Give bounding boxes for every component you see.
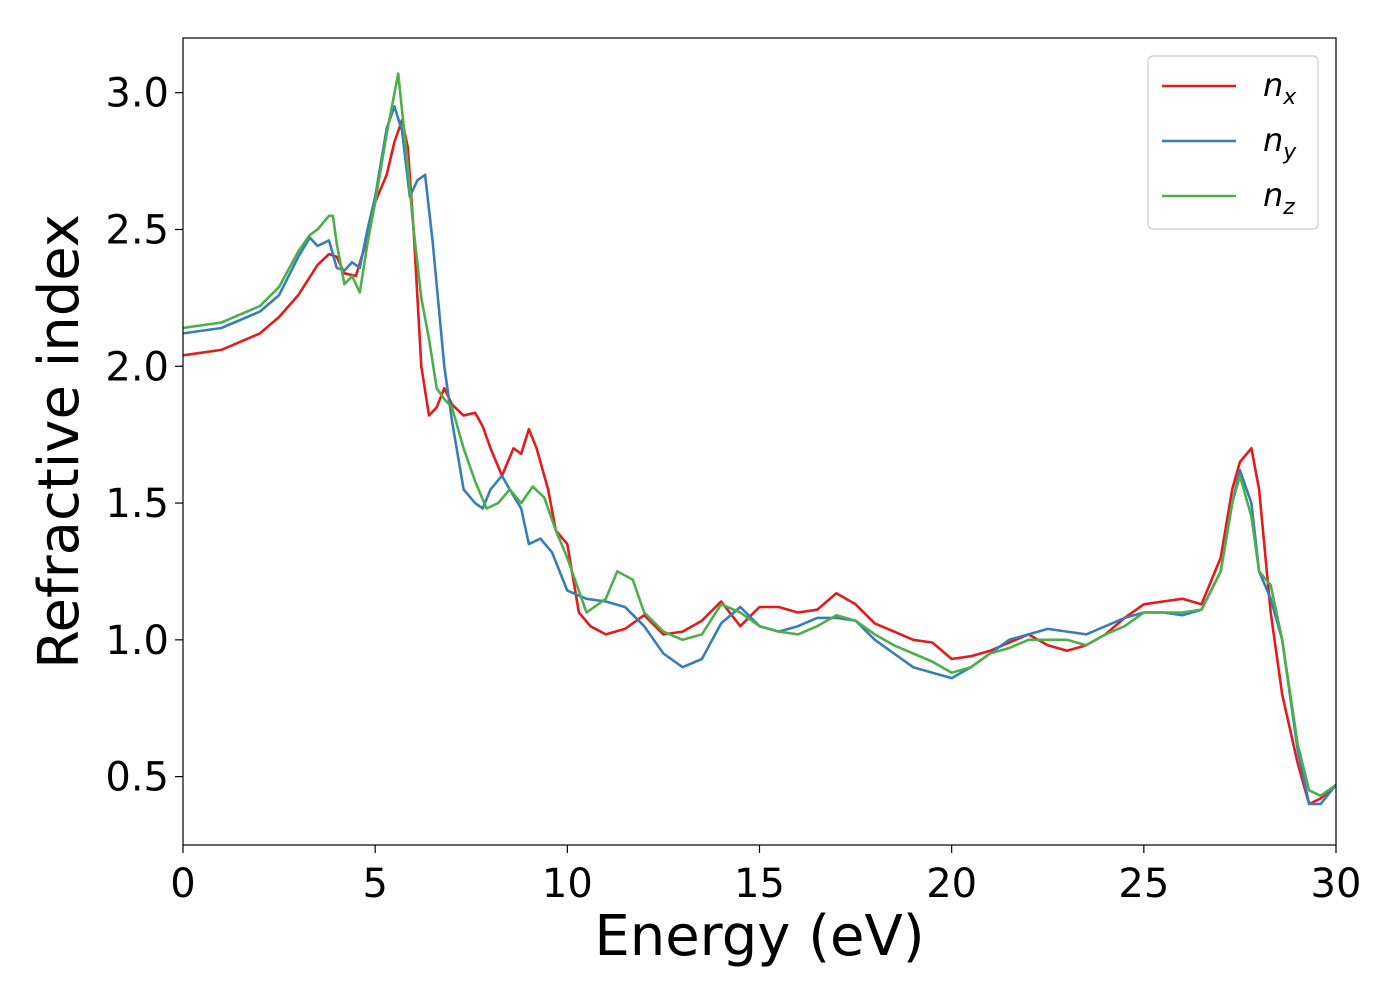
x-tick-label: 25 bbox=[1118, 861, 1169, 907]
y-axis: 0.5 1.0 1.5 2.0 2.5 3.0 bbox=[105, 71, 183, 801]
legend: nx ny nz bbox=[1147, 55, 1319, 230]
y-tick-label: 2.5 bbox=[105, 207, 169, 253]
y-tick-label: 1.0 bbox=[105, 618, 169, 664]
y-axis-label: Refractive index bbox=[27, 214, 92, 669]
y-tick-label: 1.5 bbox=[105, 481, 169, 527]
legend-label-nx: nx bbox=[1263, 66, 1297, 110]
x-axis-label: Energy (eV) bbox=[594, 904, 924, 969]
x-tick-label: 30 bbox=[1311, 861, 1362, 907]
plot-area bbox=[183, 72, 1336, 806]
x-axis: 0 5 10 15 20 25 30 bbox=[170, 845, 1361, 907]
series-line-nx bbox=[183, 118, 1336, 806]
x-tick-label: 10 bbox=[542, 861, 593, 907]
legend-label-nz: nz bbox=[1263, 176, 1295, 220]
y-tick-label: 2.0 bbox=[105, 344, 169, 390]
x-tick-label: 0 bbox=[170, 861, 195, 907]
x-tick-label: 5 bbox=[362, 861, 387, 907]
x-tick-label: 15 bbox=[734, 861, 785, 907]
legend-label-ny: ny bbox=[1263, 121, 1297, 165]
x-tick-label: 20 bbox=[926, 861, 977, 907]
series-line-nz bbox=[183, 72, 1336, 798]
legend-box bbox=[1147, 55, 1319, 230]
y-tick-label: 0.5 bbox=[105, 755, 169, 801]
y-tick-label: 3.0 bbox=[105, 71, 169, 117]
